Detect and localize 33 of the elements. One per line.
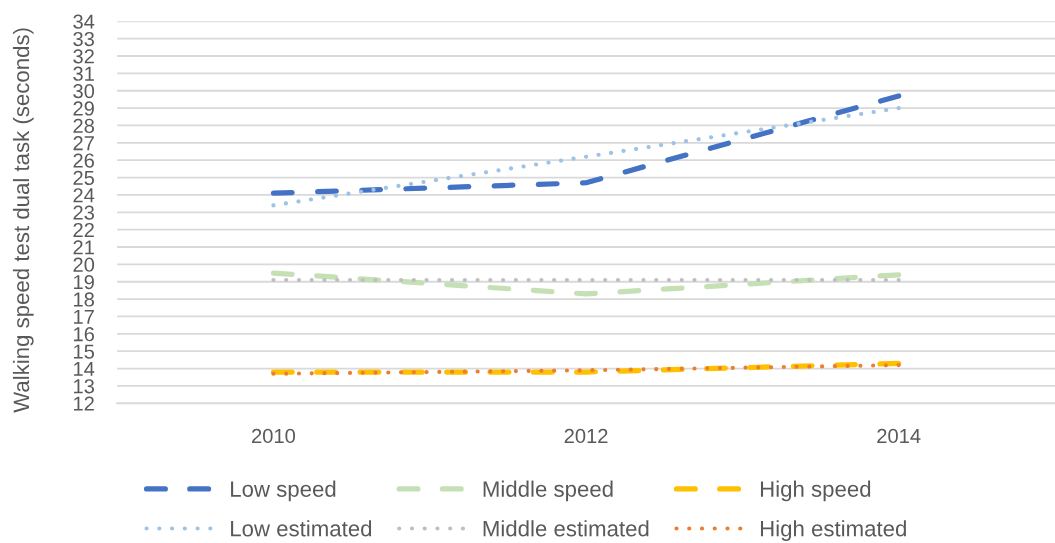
y-tick-label: 17: [74, 309, 94, 324]
y-tick-label: 32: [73, 49, 94, 64]
legend-label: Low estimated: [231, 520, 372, 537]
y-tick-label: 14: [74, 362, 95, 376]
y-tick-label: 16: [74, 327, 94, 342]
y-tick-label: 28: [73, 118, 95, 133]
y-tick-label: 19: [74, 274, 94, 290]
y-tick-label: 34: [73, 14, 95, 29]
y-tick-label: 30: [73, 83, 95, 99]
y-tick-label: 33: [73, 31, 94, 47]
y-tick-label: 23: [73, 205, 94, 220]
legend-label: Middle speed: [483, 480, 613, 502]
legend-label: High speed: [760, 480, 871, 502]
y-tick-label: 20: [73, 257, 95, 272]
y-tick-label: 13: [74, 379, 94, 394]
y-tick-label: 31: [73, 66, 94, 81]
x-tick-label: 2012: [564, 428, 608, 444]
y-tick-label: 15: [74, 344, 95, 359]
legend-label: High estimated: [760, 520, 906, 541]
y-tick-label: 18: [74, 292, 95, 307]
y-tick-label: 22: [73, 222, 94, 237]
y-tick-label: 25: [73, 170, 95, 186]
y-tick-label: 21: [73, 240, 94, 255]
y-tick-label: 26: [73, 153, 94, 168]
y-tick-label: 29: [73, 101, 94, 116]
x-tick-label: 2010: [252, 428, 296, 444]
y-axis-title: Walking speed test dual task (seconds): [12, 28, 34, 413]
y-tick-label: 27: [73, 136, 94, 151]
y-tick-label: 24: [73, 188, 95, 203]
legend-label: Low speed: [231, 480, 336, 502]
y-tick-label: 12: [74, 396, 94, 411]
legend-label: Middle estimated: [483, 520, 649, 537]
x-tick-label: 2014: [877, 428, 921, 444]
